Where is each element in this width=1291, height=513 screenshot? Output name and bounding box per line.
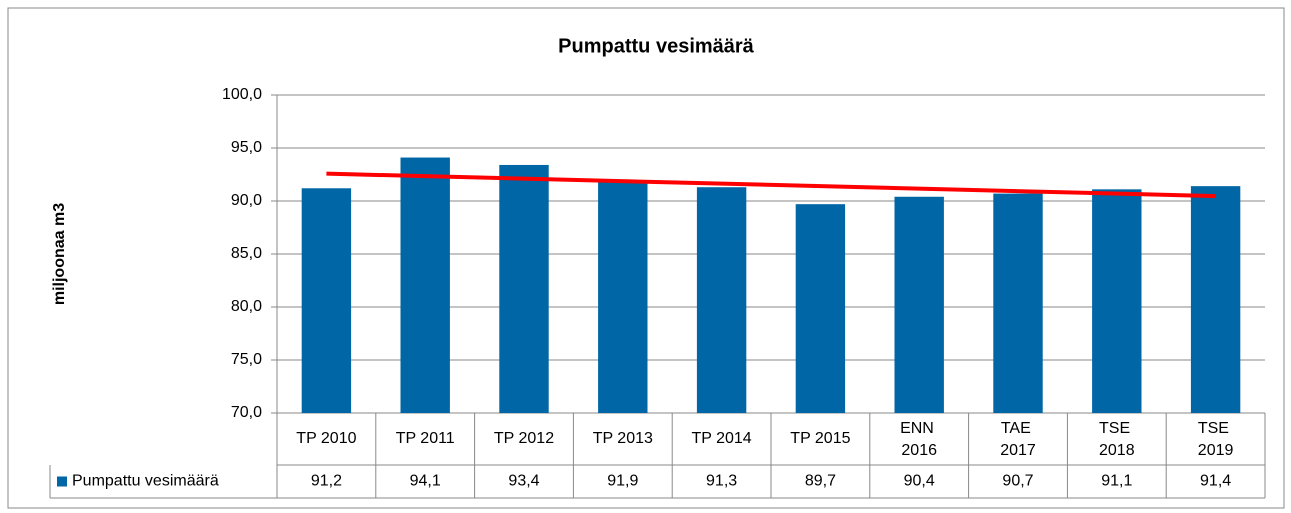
- y-tick-label: 85,0: [231, 245, 262, 262]
- data-label: 90,7: [1002, 473, 1033, 490]
- x-tick-label: TP 2013: [593, 430, 653, 447]
- y-tick-label: 90,0: [231, 192, 262, 209]
- bar: [301, 188, 352, 413]
- y-tick-label: 75,0: [231, 351, 262, 368]
- data-label: 91,9: [607, 473, 638, 490]
- y-tick-label: 80,0: [231, 298, 262, 315]
- data-label: 93,4: [508, 473, 539, 490]
- bar: [598, 180, 648, 413]
- legend-label: Pumpattu vesimäärä: [72, 473, 219, 490]
- x-tick-label: TP 2012: [494, 430, 554, 447]
- x-tick-label: TP 2015: [790, 430, 850, 447]
- x-tick-label: TP 2010: [296, 430, 356, 447]
- bar: [894, 196, 944, 413]
- bar: [499, 164, 549, 413]
- data-label: 91,1: [1101, 473, 1132, 490]
- bar: [1092, 189, 1142, 413]
- x-tick-label: TP 2014: [691, 430, 751, 447]
- x-tick-label: TAE 2017: [1000, 420, 1036, 459]
- data-label: 91,4: [1200, 473, 1231, 490]
- x-tick-label: TSE 2018: [1099, 420, 1135, 459]
- data-label: 94,1: [410, 473, 441, 490]
- x-tick-label: ENN 2016: [900, 420, 938, 459]
- y-axis-label: miljoonaa m3: [51, 203, 68, 305]
- data-label: 91,3: [706, 473, 737, 490]
- bar: [400, 157, 450, 413]
- trend-line: [326, 171, 1216, 199]
- x-tick-label: TP 2011: [396, 430, 455, 447]
- bar: [993, 193, 1043, 413]
- y-tick-label: 95,0: [231, 139, 262, 156]
- bar: [1190, 186, 1241, 413]
- legend-swatch: [57, 476, 67, 487]
- x-tick-label: TSE 2019: [1198, 420, 1234, 459]
- y-tick-label: 100,0: [222, 86, 262, 103]
- data-label: 90,4: [904, 473, 935, 490]
- bar: [696, 187, 747, 413]
- bar: [795, 204, 846, 413]
- y-tick-label: 70,0: [231, 404, 262, 421]
- data-label: 89,7: [805, 473, 836, 490]
- data-label: 91,2: [311, 473, 342, 490]
- chart-title: Pumpattu vesimäärä: [558, 35, 755, 57]
